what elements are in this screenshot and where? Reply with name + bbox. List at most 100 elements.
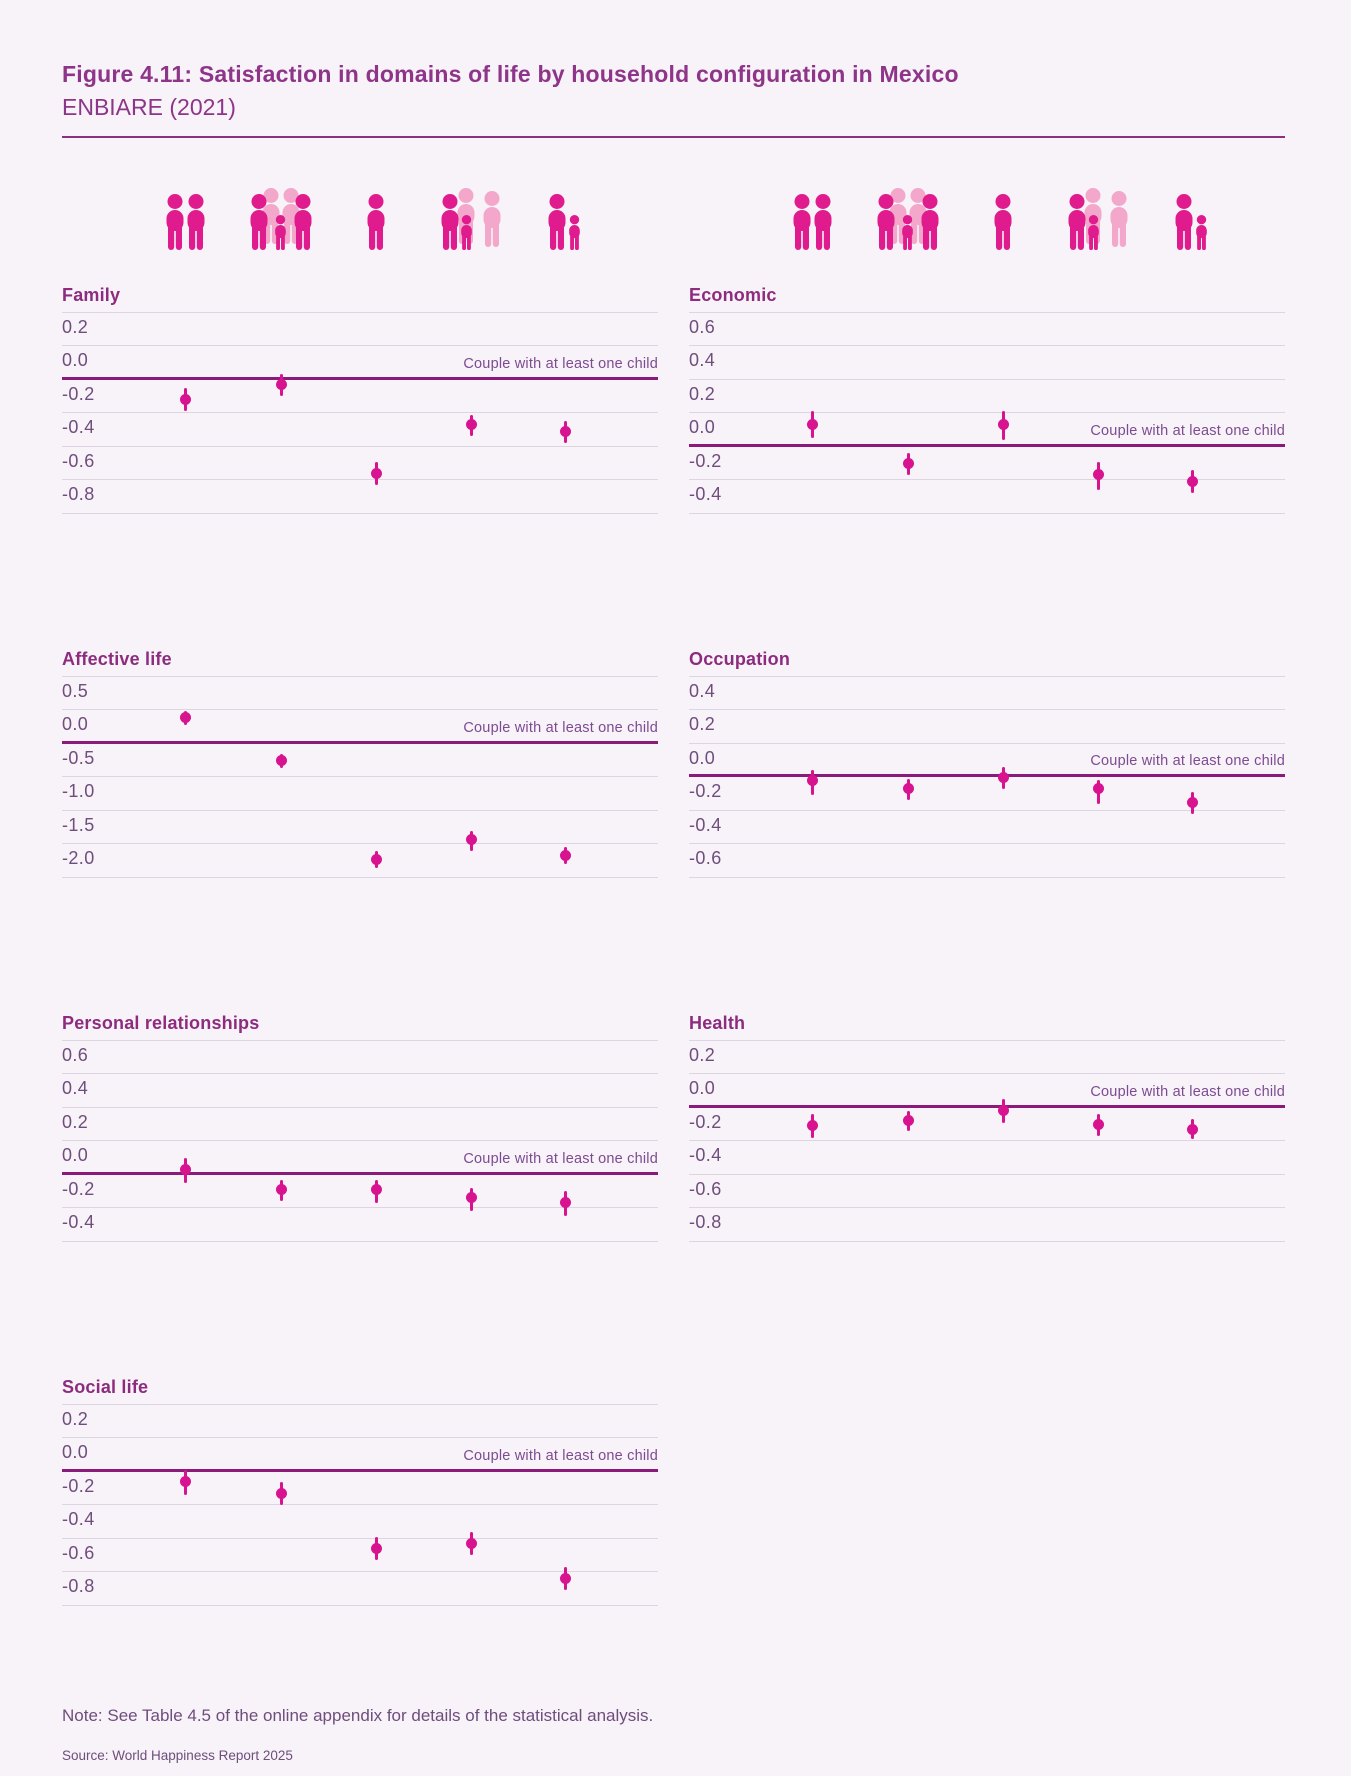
y-tick-label: -0.2	[689, 450, 722, 471]
grid-row: -0.6	[689, 844, 1285, 878]
grid-row: 0.2	[689, 1041, 1285, 1074]
data-point-single-person	[370, 1543, 382, 1555]
data-point-single-person	[997, 419, 1009, 431]
zero-reference-row: 0.0 Couple with at least one child	[62, 710, 658, 744]
chart-economic: Economic 0.6 0.4 0.2 0.0 Couple with at least…	[689, 284, 1285, 514]
y-tick-label: 0.2	[62, 1408, 89, 1429]
figure-title: Figure 4.11: Satisfaction in domains of …	[62, 61, 959, 87]
grid-row: -2.0	[62, 844, 658, 878]
y-tick-label: -0.6	[62, 1542, 95, 1563]
reference-line-label: Couple with at least one child	[463, 355, 658, 372]
reference-line-label: Couple with at least one child	[1090, 422, 1285, 439]
couple-without-children-icon	[163, 188, 208, 250]
data-point-extended-family-with-children	[902, 457, 914, 469]
grid-row: 0.5	[62, 677, 658, 710]
reference-line-label: Couple with at least one child	[463, 1447, 658, 1464]
y-tick-label: -0.5	[62, 747, 95, 768]
data-point-single-person	[997, 1105, 1009, 1117]
data-point-extended-family-with-children	[275, 379, 287, 391]
household-icons-group-right	[689, 187, 1285, 250]
single-parent-icon	[1172, 188, 1214, 250]
plot-area-social-life: 0.2 0.0 Couple with at least one child -0.2…	[62, 1403, 658, 1606]
data-point-single-person	[997, 771, 1009, 783]
chart-occupation: Occupation 0.4 0.2 0.0 Couple with at least …	[689, 648, 1285, 878]
person-adult-icon	[166, 193, 184, 250]
data-point-couple-with-children-and-others	[465, 1538, 477, 1550]
grid-row: -0.2	[689, 1108, 1285, 1141]
chart-band-0: Family 0.2 0.0 Couple with at least one chi…	[62, 284, 1285, 514]
y-tick-label: -2.0	[62, 848, 95, 868]
person-child-icon	[461, 214, 473, 250]
plot-area-affective-life: 0.5 0.0 Couple with at least one child -0.5…	[62, 675, 658, 878]
person-adult-icon	[921, 193, 939, 250]
points-layer	[689, 1041, 1285, 1242]
household-icons-row	[62, 187, 1285, 250]
person-adult-icon	[814, 193, 832, 250]
y-tick-label: -0.8	[62, 484, 95, 504]
data-point-couple-with-children-and-others	[465, 1192, 477, 1204]
grid-row: -0.5	[62, 744, 658, 777]
data-point-couple-without-children	[179, 1476, 191, 1488]
extended-family-with-children-icon	[247, 187, 315, 250]
grid-row: -0.8	[689, 1208, 1285, 1242]
grid-row: 0.6	[689, 313, 1285, 346]
data-point-couple-with-children-and-others	[465, 419, 477, 431]
chart-title-affective-life: Affective life	[62, 648, 172, 669]
y-tick-label: 0.4	[689, 350, 716, 370]
y-tick-label: 0.0	[62, 1442, 89, 1462]
data-point-couple-with-children-and-others	[1092, 469, 1104, 481]
y-tick-label: -0.4	[62, 1509, 95, 1529]
plot-area-occupation: 0.4 0.2 0.0 Couple with at least one child -…	[689, 675, 1285, 878]
grid-row: -0.2	[62, 1175, 658, 1208]
data-point-couple-without-children	[806, 774, 818, 786]
zero-reference-row: 0.0 Couple with at least one child	[689, 1074, 1285, 1108]
reference-line-label: Couple with at least one child	[1090, 753, 1285, 769]
data-point-couple-without-children	[806, 1120, 818, 1132]
data-point-single-parent	[560, 1197, 572, 1209]
y-tick-label: 0.0	[689, 747, 716, 768]
data-point-couple-without-children	[806, 419, 818, 431]
grid-row: 0.6	[62, 1041, 658, 1074]
y-tick-label: -0.4	[689, 1145, 722, 1165]
grid-row: -0.6	[62, 1539, 658, 1572]
y-tick-label: 0.6	[62, 1044, 89, 1065]
grid-row: -1.5	[62, 811, 658, 844]
person-adult-icon	[877, 193, 895, 250]
plot-area-family: 0.2 0.0 Couple with at least one child -0.2…	[62, 311, 658, 514]
chart-band-3: Social life 0.2 0.0 Couple with at least on…	[62, 1376, 1285, 1606]
couple-with-children-and-others-icon	[1065, 187, 1131, 250]
person-adult-icon	[294, 193, 312, 250]
person-child-icon	[568, 214, 580, 250]
chart-band-2: Personal relationships 0.6 0.4 0.2 0.0 Couple…	[62, 1012, 1285, 1242]
household-icons-group-left	[62, 187, 658, 250]
grid-row: -0.4	[689, 1141, 1285, 1175]
zero-reference-row: 0.0 Couple with at least one child	[62, 1438, 658, 1472]
person-adult-icon	[994, 193, 1012, 250]
y-tick-label: -0.4	[689, 484, 722, 504]
points-layer	[689, 313, 1285, 514]
y-tick-label: 0.2	[689, 714, 716, 734]
y-tick-label: -0.2	[689, 781, 722, 801]
person-adult-icon	[483, 190, 501, 247]
single-person-icon	[991, 188, 1015, 250]
reference-line-label: Couple with at least one child	[463, 719, 658, 736]
data-point-couple-without-children	[179, 711, 191, 723]
y-tick-label: 0.0	[62, 1145, 89, 1165]
charts-area: Family 0.2 0.0 Couple with at least one chi…	[0, 284, 1351, 1606]
y-tick-label: -0.4	[689, 814, 722, 835]
points-layer	[689, 677, 1285, 878]
grid-row: 0.2	[689, 380, 1285, 413]
y-tick-label: -0.4	[62, 1212, 95, 1232]
data-point-couple-without-children	[179, 394, 191, 406]
grid-row: -0.6	[689, 1175, 1285, 1208]
person-child-icon	[275, 214, 287, 250]
source-text: Source: World Happiness Report 2025	[62, 1747, 293, 1763]
chart-band-1: Affective life 0.5 0.0 Couple with at least…	[62, 648, 1285, 878]
person-child-icon	[1088, 214, 1100, 250]
y-tick-label: -1.0	[62, 781, 95, 801]
reference-line-label: Couple with at least one child	[1090, 1083, 1285, 1100]
data-point-single-parent	[560, 425, 572, 437]
y-tick-label: -0.6	[689, 1178, 722, 1199]
y-tick-label: 0.0	[689, 1078, 716, 1098]
person-child-icon	[902, 214, 914, 250]
